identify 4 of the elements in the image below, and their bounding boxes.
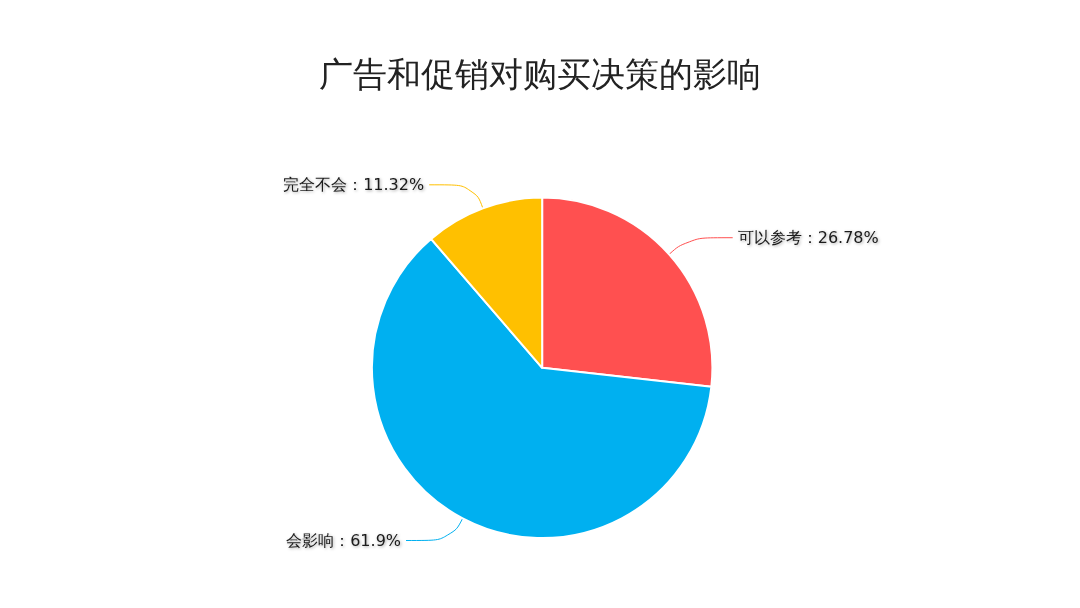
slice-label: 会影响：61.9% [286, 531, 402, 550]
slice-label: 可以参考：26.78% [737, 228, 879, 248]
chart-title: 广告和促销对购买决策的影响 [319, 54, 761, 94]
slice-label: 完全不会：11.32% [283, 175, 425, 195]
